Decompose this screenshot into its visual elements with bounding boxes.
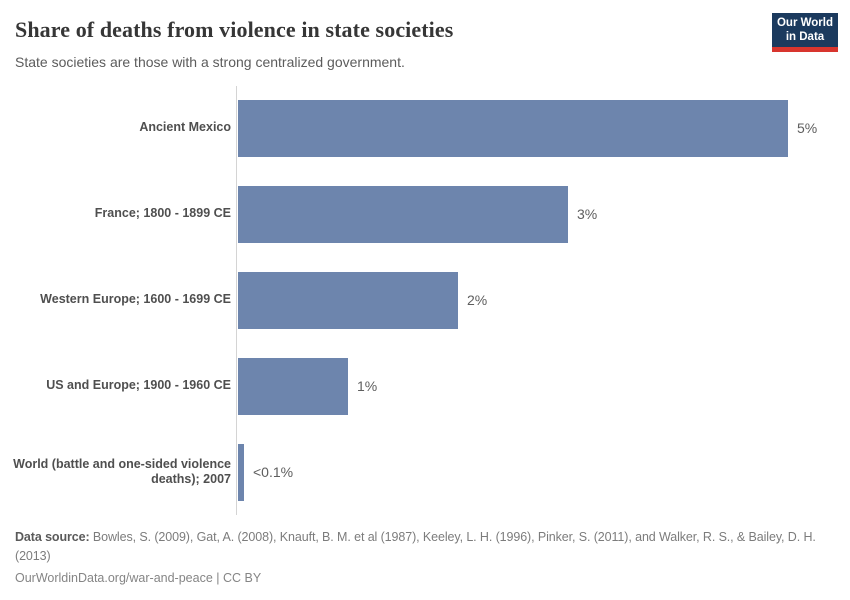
owid-logo[interactable]: Our World in Data: [772, 13, 838, 52]
bar[interactable]: [238, 357, 348, 415]
bar[interactable]: [238, 99, 788, 157]
bar-row: US and Europe; 1900 - 1960 CE 1%: [0, 343, 850, 429]
bar-row: France; 1800 - 1899 CE 3%: [0, 171, 850, 257]
owid-logo-red-bar: [772, 47, 838, 52]
owid-logo-line2: in Data: [785, 30, 825, 43]
category-label: World (battle and one-sided violence dea…: [13, 456, 231, 487]
category-label: France; 1800 - 1899 CE: [94, 206, 231, 221]
category-label: US and Europe; 1900 - 1960 CE: [46, 378, 231, 393]
bar[interactable]: [238, 271, 458, 329]
bar-value-label: 2%: [467, 292, 488, 308]
category-label: Western Europe; 1600 - 1699 CE: [40, 292, 231, 307]
bar[interactable]: [238, 443, 244, 501]
data-source-text: Bowles, S. (2009), Gat, A. (2008), Knauf…: [15, 530, 816, 563]
bar-value-label: 3%: [577, 206, 598, 222]
bar-row: World (battle and one-sided violence dea…: [0, 429, 850, 515]
data-source-label: Data source:: [15, 530, 90, 544]
category-label: Ancient Mexico: [139, 120, 231, 135]
bar-value-label: 5%: [797, 120, 818, 136]
bar-value-label: <0.1%: [253, 464, 294, 480]
bar-track: 1%: [238, 343, 850, 429]
chart-subtitle: State societies are those with a strong …: [15, 54, 405, 70]
bar-row: Western Europe; 1600 - 1699 CE 2%: [0, 257, 850, 343]
bar-track: 3%: [238, 171, 850, 257]
bar[interactable]: [238, 185, 568, 243]
bar-track: <0.1%: [238, 429, 850, 515]
bar-track: 2%: [238, 257, 850, 343]
owid-link[interactable]: OurWorldinData.org/war-and-peace | CC BY: [15, 571, 262, 585]
owid-logo-line1: Our World: [776, 17, 833, 29]
bar-row: Ancient Mexico 5%: [0, 85, 850, 171]
bar-chart: Ancient Mexico 5% France; 1800 - 1899 CE…: [0, 85, 850, 515]
data-source-line: Data source: Bowles, S. (2009), Gat, A. …: [15, 528, 839, 566]
y-axis-line: [236, 86, 237, 515]
bar-track: 5%: [238, 85, 850, 171]
bar-value-label: 1%: [357, 378, 378, 394]
page-title: Share of deaths from violence in state s…: [15, 17, 454, 42]
chart-footer: Data source: Bowles, S. (2009), Gat, A. …: [15, 528, 839, 588]
owid-logo-box: Our World in Data: [772, 13, 838, 47]
